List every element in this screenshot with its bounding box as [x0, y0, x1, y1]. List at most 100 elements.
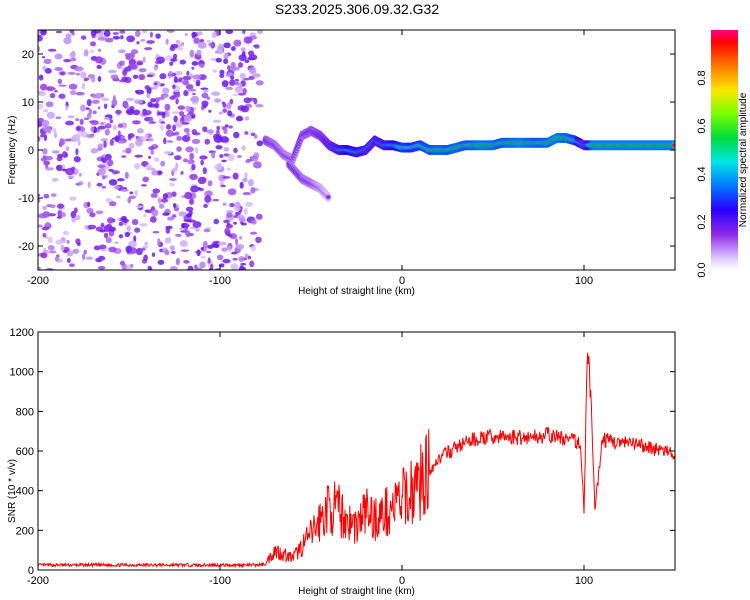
side-branch-core	[326, 195, 331, 199]
noise-blob	[238, 83, 243, 89]
noise-blob	[112, 95, 116, 102]
noise-blob	[134, 139, 143, 147]
noise-blob	[221, 159, 227, 163]
noise-blob	[120, 188, 130, 192]
noise-blob	[74, 66, 84, 72]
noise-blob	[250, 231, 257, 235]
noise-blob	[97, 259, 102, 263]
snr-series-line	[38, 352, 675, 569]
noise-blob	[227, 110, 233, 117]
noise-blob	[234, 41, 242, 45]
noise-blob	[249, 260, 255, 268]
y-tick-label: 1000	[10, 367, 34, 379]
noise-blob	[116, 178, 125, 182]
noise-blob	[239, 181, 244, 189]
noise-blob	[101, 175, 106, 180]
noise-blob	[219, 73, 225, 79]
colorbar-title: Normalized spectral amplitude	[738, 92, 749, 227]
noise-blob	[66, 250, 74, 257]
noise-blob	[47, 244, 55, 251]
noise-blob	[80, 71, 87, 79]
noise-blob	[177, 105, 186, 110]
noise-blob	[143, 214, 147, 218]
noise-blob	[60, 244, 65, 252]
noise-blob	[154, 157, 160, 162]
noise-blob	[124, 53, 130, 57]
noise-blob	[78, 172, 82, 177]
noise-blob	[164, 237, 172, 244]
x-axis-title: Height of straight line (km)	[298, 586, 415, 597]
noise-blob	[230, 65, 237, 72]
noise-blob	[171, 191, 177, 197]
noise-blob	[124, 232, 131, 238]
noise-blob	[122, 149, 126, 153]
noise-blob	[186, 213, 193, 218]
noise-blob	[172, 167, 178, 173]
x-tick-label: 100	[575, 275, 593, 287]
noise-blob	[104, 128, 110, 136]
noise-blob	[173, 131, 180, 136]
noise-blob	[242, 177, 248, 183]
noise-blob	[181, 223, 185, 229]
noise-blob	[255, 80, 264, 86]
noise-blob	[225, 210, 234, 214]
noise-blob	[178, 43, 184, 47]
noise-blob	[63, 59, 72, 63]
noise-blob	[151, 209, 159, 217]
noise-blob	[240, 47, 246, 52]
noise-blob	[62, 151, 68, 158]
noise-blob	[183, 219, 193, 222]
noise-blob	[38, 74, 44, 81]
noise-blob	[207, 257, 211, 264]
noise-blob	[124, 66, 132, 72]
noise-blob	[162, 193, 169, 200]
noise-blob	[97, 164, 106, 169]
noise-blob	[137, 62, 143, 66]
noise-blob	[116, 195, 121, 199]
noise-blob	[210, 263, 214, 270]
noise-blob	[55, 116, 62, 120]
noise-blob	[104, 37, 114, 43]
noise-blob	[149, 31, 153, 38]
noise-blob	[86, 98, 92, 107]
noise-blob	[132, 74, 139, 79]
noise-blob	[183, 127, 190, 133]
noise-blob	[226, 167, 231, 171]
noise-blob	[75, 238, 81, 245]
noise-blob	[57, 210, 63, 218]
noise-blob	[100, 138, 109, 142]
noise-blob	[103, 116, 110, 121]
noise-blob	[223, 52, 229, 59]
noise-blob	[180, 249, 190, 252]
noise-blob	[196, 31, 203, 36]
noise-blob	[86, 133, 95, 139]
noise-blob	[125, 245, 133, 253]
noise-blob	[189, 49, 195, 57]
noise-blob	[169, 245, 175, 251]
noise-blob	[75, 72, 80, 76]
noise-blob	[196, 249, 201, 257]
noise-blob	[135, 247, 143, 256]
noise-blob	[212, 198, 220, 202]
noise-blob	[157, 111, 166, 116]
noise-blob	[163, 151, 172, 155]
noise-blob	[174, 155, 182, 161]
noise-blob	[211, 91, 221, 96]
noise-blob	[114, 241, 119, 244]
noise-blob	[239, 236, 243, 240]
noise-blob	[253, 134, 258, 139]
noise-blob	[225, 86, 234, 90]
noise-blob	[141, 247, 146, 251]
noise-blob	[85, 256, 94, 260]
noise-blob	[180, 171, 184, 175]
noise-blob	[152, 231, 160, 234]
noise-blob	[67, 71, 76, 75]
noise-blob	[239, 217, 246, 223]
noise-blob	[136, 128, 144, 134]
noise-blob	[66, 240, 70, 244]
noise-blob	[179, 240, 188, 248]
noise-blob	[175, 98, 179, 105]
noise-blob	[228, 245, 232, 252]
noise-blob	[54, 256, 59, 262]
